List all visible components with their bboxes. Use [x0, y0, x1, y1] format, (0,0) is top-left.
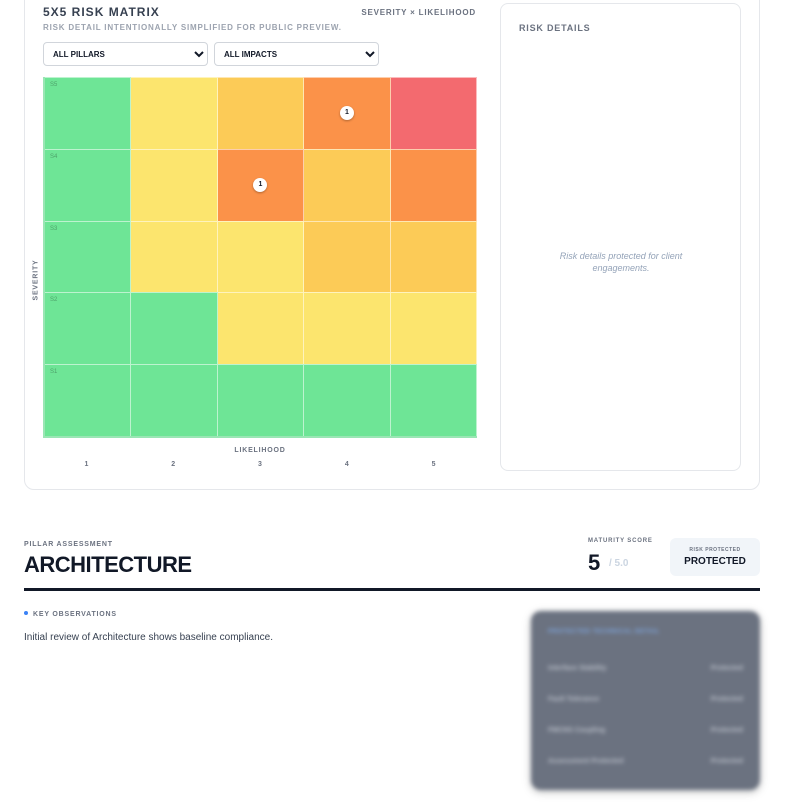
protected-detail-label: FMCNS Coupling: [548, 727, 606, 734]
protected-detail-label: Interface Stability: [548, 665, 607, 672]
maturity-score-value: 5: [588, 550, 601, 575]
matrix-cell[interactable]: S2: [45, 292, 132, 365]
matrix-title: 5X5 RISK MATRIX: [43, 5, 160, 19]
pillar-eyebrow: PILLAR ASSESSMENT: [24, 541, 113, 548]
protected-detail-value: Protected: [710, 727, 743, 734]
risk-status-value: PROTECTED: [684, 556, 746, 567]
y-axis-label: SEVERITY: [32, 259, 40, 301]
severity-row-label: S4: [50, 153, 58, 160]
risk-count-badge[interactable]: 1: [253, 178, 268, 193]
protected-detail-label: Fault Tolerance: [548, 696, 600, 703]
matrix-subtitle: RISK DETAIL INTENTIONALLY SIMPLIFIED FOR…: [43, 23, 342, 32]
pillar-filter-select[interactable]: ALL PILLARS: [43, 42, 208, 66]
matrix-cell[interactable]: [390, 364, 477, 436]
matrix-cell[interactable]: [131, 364, 218, 436]
risk-matrix-grid: S5 1 S4 1 S3 S2 S1: [43, 77, 477, 438]
likelihood-tick-label: 5: [431, 461, 436, 468]
protected-detail-value: Protected: [710, 758, 743, 765]
matrix-cell[interactable]: [217, 220, 305, 293]
matrix-cell[interactable]: [390, 148, 477, 221]
likelihood-tick-label: 2: [171, 461, 176, 468]
matrix-cell[interactable]: [217, 292, 305, 365]
severity-row-label: S1: [50, 369, 58, 376]
risk-details-message: Risk details protected for client engage…: [559, 251, 683, 273]
matrix-cell[interactable]: [304, 148, 391, 221]
protected-card-header: PROTECTED TECHNICAL DETAIL: [548, 629, 660, 635]
protected-detail-row: FMCNS Coupling Protected: [548, 727, 743, 739]
pillar-title: ARCHITECTURE: [24, 552, 192, 577]
severity-row-label: S2: [50, 297, 58, 304]
likelihood-tick-label: 1: [84, 461, 89, 468]
risk-status-caption: RISK PROTECTED: [689, 547, 741, 553]
observation-text: Initial review of Architecture shows bas…: [24, 632, 274, 643]
matrix-cell[interactable]: [131, 148, 218, 221]
likelihood-tick-label: 4: [344, 461, 349, 468]
matrix-cell[interactable]: [217, 77, 305, 149]
risk-details-panel: RISK DETAILS Risk details protected for …: [500, 3, 741, 471]
maturity-score-label: MATURITY SCORE: [588, 538, 653, 544]
matrix-cell[interactable]: S3: [45, 220, 132, 293]
matrix-axis-legend: SEVERITY × LIKELIHOOD: [361, 8, 476, 17]
severity-row-label: S3: [50, 225, 58, 232]
protected-detail-row: Assessment Protected Protected: [548, 758, 743, 770]
protected-detail-label: Assessment Protected: [548, 758, 624, 765]
protected-detail-row: Fault Tolerance Protected: [548, 696, 743, 708]
matrix-cell[interactable]: [390, 77, 477, 149]
matrix-cell[interactable]: S4: [45, 148, 132, 221]
matrix-cell[interactable]: [131, 292, 218, 365]
matrix-cell[interactable]: [217, 364, 305, 436]
severity-row-label: S5: [50, 82, 58, 88]
matrix-cell[interactable]: [131, 77, 218, 149]
key-observations-label: KEY OBSERVATIONS: [33, 611, 117, 618]
risk-status-badge: RISK PROTECTED PROTECTED: [670, 538, 760, 576]
likelihood-tick-label: 3: [258, 461, 262, 468]
matrix-cell[interactable]: S5: [45, 77, 132, 149]
protected-detail-row: Interface Stability Protected: [548, 665, 743, 677]
key-observations-heading: KEY OBSERVATIONS: [24, 611, 117, 618]
matrix-cell[interactable]: [304, 220, 391, 293]
impact-filter-select[interactable]: ALL IMPACTS: [214, 42, 379, 66]
x-axis-label: LIKELIHOOD: [234, 447, 286, 454]
matrix-cell[interactable]: S1: [45, 364, 132, 436]
matrix-cell[interactable]: 1: [217, 148, 305, 221]
matrix-cell[interactable]: [390, 220, 477, 293]
maturity-score-max: / 5.0: [609, 558, 629, 569]
bullet-dot-icon: [24, 611, 28, 615]
risk-count-badge[interactable]: 1: [339, 106, 354, 121]
protected-detail-value: Protected: [710, 665, 743, 672]
section-divider: [24, 588, 760, 591]
matrix-cell[interactable]: 1: [304, 77, 391, 149]
matrix-cell[interactable]: [131, 220, 218, 293]
matrix-cell[interactable]: [304, 292, 391, 365]
matrix-cell[interactable]: [390, 292, 477, 365]
protected-detail-value: Protected: [710, 696, 743, 703]
protected-technical-card: PROTECTED TECHNICAL DETAIL Interface Sta…: [531, 611, 760, 790]
x-axis-ticks: 1 2 3 4 5: [43, 461, 477, 468]
risk-details-title: RISK DETAILS: [519, 23, 591, 33]
matrix-cell[interactable]: [304, 364, 391, 436]
